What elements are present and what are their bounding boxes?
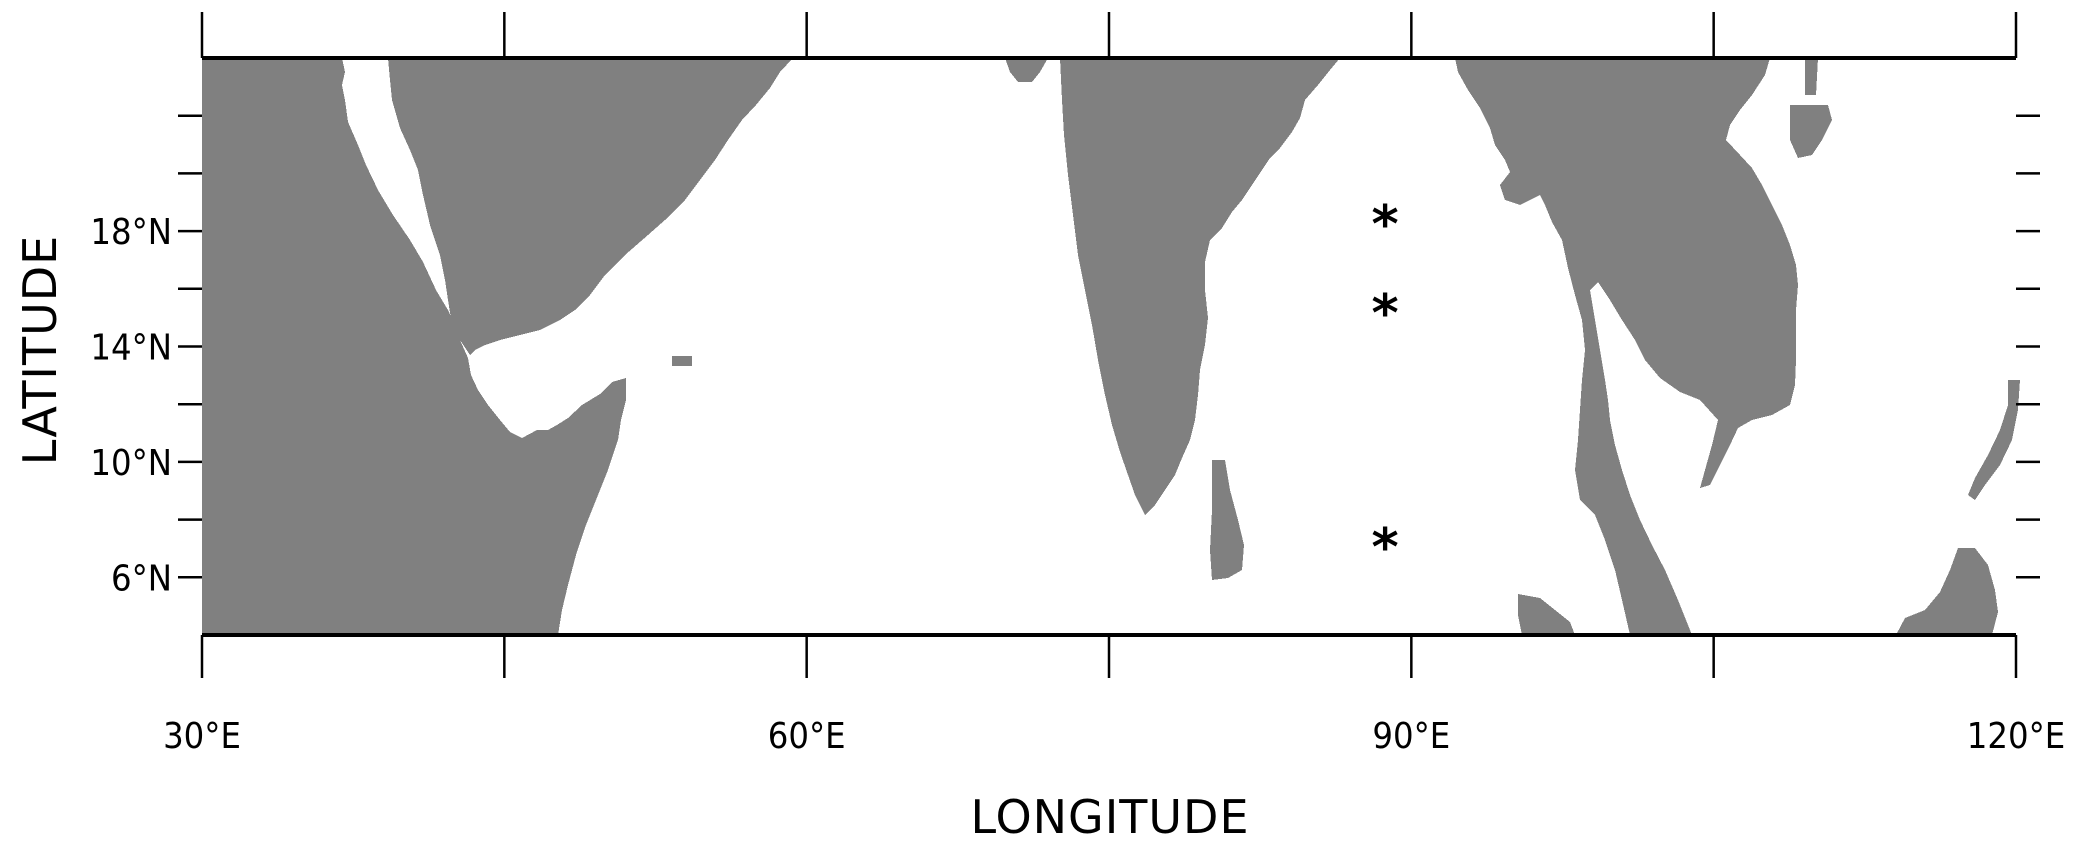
lat-tick-label: 10°N (90, 443, 172, 484)
lon-tick-label: 90°E (1372, 716, 1450, 757)
lon-tick-label: 60°E (768, 716, 846, 757)
land-hainan (1790, 105, 1832, 158)
lon-tick-label: 30°E (163, 716, 241, 757)
station-marker: * (1372, 284, 1399, 344)
x-axis-title: LONGITUDE (970, 790, 1249, 844)
axis-ticks (178, 12, 2040, 678)
land-southeast-asia (1455, 58, 1798, 635)
land-islet-hk (1805, 58, 1818, 95)
land-borneo (1896, 548, 1998, 635)
station-marker: * (1372, 195, 1399, 255)
land-sri-lanka (1210, 460, 1244, 580)
y-axis-title: LATITUDE (13, 235, 67, 466)
lat-tick-label: 18°N (90, 212, 172, 253)
land-socotra (672, 356, 692, 366)
land-sumatra-tip (1518, 594, 1575, 635)
station-marker: * (1372, 518, 1399, 578)
station-markers: * * * (1372, 195, 1399, 578)
land-islet-north (1005, 58, 1048, 82)
land-palawan (1968, 380, 2020, 500)
lon-tick-label: 120°E (1967, 716, 2065, 757)
land-layer (202, 58, 2020, 635)
land-india (1060, 58, 1340, 515)
land-africa-west (202, 58, 626, 635)
tick-labels: 30°E 60°E 90°E 120°E 6°N 10°N 14°N 18°N (90, 212, 2065, 757)
lat-tick-label: 6°N (111, 558, 172, 599)
land-arabia (388, 58, 793, 355)
lat-tick-label: 14°N (90, 328, 172, 369)
